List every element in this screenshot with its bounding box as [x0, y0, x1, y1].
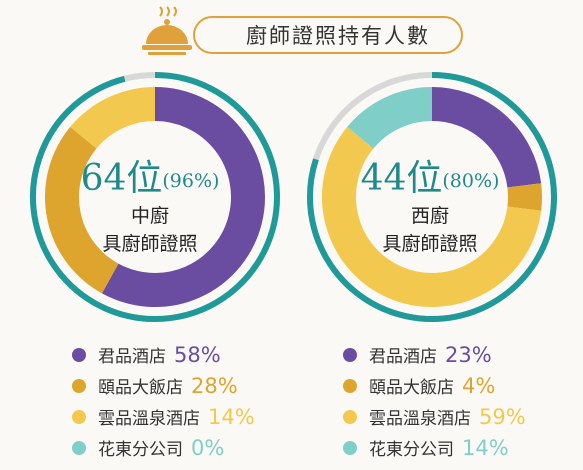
legend-swatch	[72, 440, 86, 455]
legend-item: 頤品大飯店 28%	[72, 370, 255, 401]
chart-center-label: 具廚師證照	[102, 233, 198, 255]
legend-label: 君品酒店	[98, 347, 166, 367]
donut-slice	[431, 87, 542, 189]
legend-value: 23%	[445, 342, 492, 367]
donut-slice	[507, 183, 542, 211]
legend-item: 花東分公司 0%	[72, 432, 255, 463]
legend-item: 花東分公司 14%	[343, 432, 526, 463]
donut-slice	[322, 126, 542, 307]
legend-swatch	[343, 440, 357, 455]
donut-slice	[45, 126, 119, 294]
legend-label: 頤品大飯店	[98, 378, 183, 398]
legend-value: 59%	[479, 404, 526, 429]
legend-value: 4%	[462, 373, 496, 398]
legend-item: 雲品溫泉酒店 14%	[72, 401, 255, 432]
legend-swatch	[72, 409, 86, 424]
legend-swatch	[343, 378, 357, 393]
outer-ring-fill	[30, 72, 280, 322]
legend-value: 28%	[191, 373, 238, 398]
chart-center-label: 西廚	[410, 205, 449, 227]
legend-value: 14%	[462, 435, 509, 460]
legend-item: 君品酒店 23%	[343, 339, 526, 370]
legend-chinese: 君品酒店 58% 頤品大飯店 28% 雲品溫泉酒店 14% 花東分公司 0%	[72, 339, 255, 463]
chef-cloche-icon	[140, 6, 206, 58]
legend-value: 14%	[208, 404, 255, 429]
legend-western: 君品酒店 23% 頤品大飯店 4% 雲品溫泉酒店 59% 花東分公司 14%	[343, 339, 526, 463]
legend-item: 君品酒店 58%	[72, 339, 255, 370]
legend-label: 雲品溫泉酒店	[98, 409, 200, 429]
legend-label: 花東分公司	[98, 440, 183, 460]
legend-swatch	[72, 347, 86, 362]
legend-item: 雲品溫泉酒店 59%	[343, 401, 526, 432]
legend-value: 58%	[174, 342, 221, 367]
chart-center-label: 中廚	[130, 205, 169, 227]
legend-label: 雲品溫泉酒店	[369, 409, 471, 429]
donut-charts	[29, 72, 557, 322]
legend-value: 0%	[191, 435, 225, 460]
legend-swatch	[343, 347, 357, 362]
donut-slice	[102, 87, 265, 307]
donut-slice	[70, 87, 156, 150]
outer-ring-fill	[307, 72, 557, 322]
page-title: 廚師證照持有人數	[246, 24, 430, 48]
chart-center-count: 44位(80%)	[360, 158, 500, 199]
legend-label: 君品酒店	[369, 347, 437, 367]
chart-center-western: 44位(80%) 西廚 具廚師證照	[340, 158, 520, 258]
legend-label: 頤品大飯店	[369, 378, 454, 398]
legend-label: 花東分公司	[369, 440, 454, 460]
chart-center-label: 具廚師證照	[382, 233, 478, 255]
legend-item: 頤品大飯店 4%	[343, 370, 526, 401]
legend-swatch	[343, 409, 357, 424]
legend-swatch	[72, 378, 86, 393]
donut-slice	[347, 87, 433, 150]
chart-center-count: 64位(96%)	[80, 158, 220, 199]
chart-center-chinese: 64位(96%) 中廚 具廚師證照	[60, 158, 240, 258]
title-pill: 廚師證照持有人數	[193, 16, 463, 54]
